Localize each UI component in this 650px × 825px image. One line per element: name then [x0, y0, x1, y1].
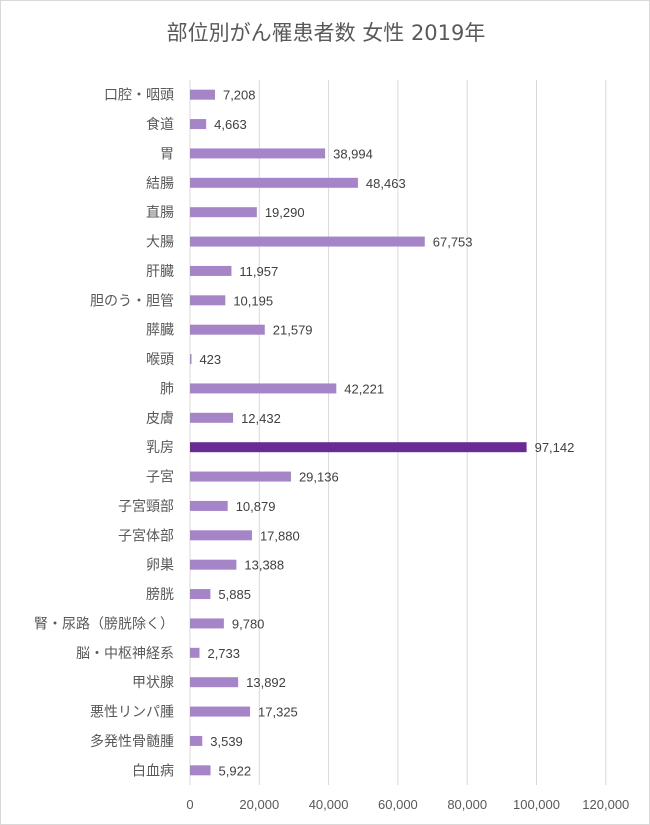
category-label: 胆のう・胆管: [90, 293, 174, 309]
bar: [190, 500, 228, 511]
bar: [190, 207, 257, 218]
data-label: 48,463: [366, 176, 406, 191]
category-label: 口腔・咽頭: [104, 88, 174, 104]
chart-title: 部位別がん罹患者数 女性 2019年: [166, 21, 486, 45]
data-label: 12,432: [241, 411, 281, 426]
data-label: 2,733: [207, 646, 240, 661]
data-label: 9,780: [232, 616, 265, 631]
x-tick-label: 40,000: [309, 797, 349, 812]
data-label: 13,892: [246, 675, 286, 690]
category-label: 肝臓: [146, 264, 174, 280]
x-tick-label: 100,000: [513, 797, 560, 812]
bar: [190, 442, 527, 453]
bar: [190, 589, 211, 600]
category-label: 子宮体部: [118, 528, 174, 544]
data-label: 21,579: [273, 323, 313, 338]
data-label: 10,879: [236, 499, 276, 514]
data-label: 10,195: [233, 293, 273, 308]
data-label: 17,325: [258, 705, 298, 720]
bar: [190, 354, 192, 365]
category-label: 悪性リンパ腫: [90, 705, 174, 721]
data-label: 5,922: [219, 763, 252, 778]
data-label: 3,539: [210, 734, 243, 749]
category-label: 肺: [160, 381, 174, 397]
bar: [190, 324, 265, 335]
category-label: 甲状腺: [132, 675, 174, 691]
data-label: 13,388: [244, 558, 284, 573]
bar: [190, 735, 203, 746]
category-label: 膵臓: [146, 323, 174, 339]
bar: [190, 647, 200, 658]
bar: [190, 706, 251, 717]
data-label: 5,885: [218, 587, 251, 602]
category-label: 皮膚: [146, 411, 174, 427]
data-label: 38,994: [333, 146, 373, 161]
category-label: 胃: [160, 146, 174, 162]
category-label: 腎・尿路（膀胱除く）: [34, 615, 174, 632]
bar: [190, 265, 232, 276]
data-label: 17,880: [260, 528, 300, 543]
category-label: 脳・中枢神経系: [76, 646, 174, 662]
category-label: 子宮: [146, 470, 174, 486]
data-label: 29,136: [299, 470, 339, 485]
x-tick-label: 80,000: [447, 797, 487, 812]
bar: [190, 148, 326, 159]
data-label: 97,142: [535, 440, 575, 455]
category-label: 膀胱: [146, 586, 174, 603]
bar: [190, 383, 337, 394]
bar: [190, 471, 291, 482]
bar: [190, 177, 358, 188]
category-label: 乳房: [146, 440, 174, 456]
data-label: 42,221: [344, 381, 384, 396]
category-label: 白血病: [132, 763, 174, 779]
category-label: 多発性骨髄腫: [90, 733, 174, 750]
x-tick-label: 60,000: [378, 797, 418, 812]
bar: [190, 412, 234, 423]
category-label: 結腸: [146, 176, 174, 192]
data-label: 7,208: [223, 88, 256, 103]
x-tick-label: 120,000: [582, 797, 629, 812]
category-label: 大腸: [146, 235, 174, 251]
category-label: 食道: [146, 116, 174, 133]
category-label: 子宮頸部: [118, 499, 174, 515]
category-label: 直腸: [146, 204, 174, 221]
category-label: 卵巣: [146, 558, 174, 574]
x-tick-label: 20,000: [239, 797, 279, 812]
bar: [190, 559, 237, 570]
x-tick-label: 0: [186, 797, 193, 812]
data-label: 67,753: [433, 235, 473, 250]
data-label: 11,957: [239, 264, 278, 279]
data-label: 19,290: [265, 205, 305, 220]
bar: [190, 119, 207, 130]
bar: [190, 295, 226, 306]
data-label: 4,663: [214, 117, 247, 132]
bar: [190, 618, 224, 629]
bar: [190, 530, 252, 541]
bar: [190, 677, 239, 688]
bar: [190, 765, 211, 776]
bar: [190, 89, 215, 100]
bar: [190, 236, 425, 247]
category-label: 喉頭: [146, 352, 174, 368]
data-label: 423: [199, 352, 221, 367]
